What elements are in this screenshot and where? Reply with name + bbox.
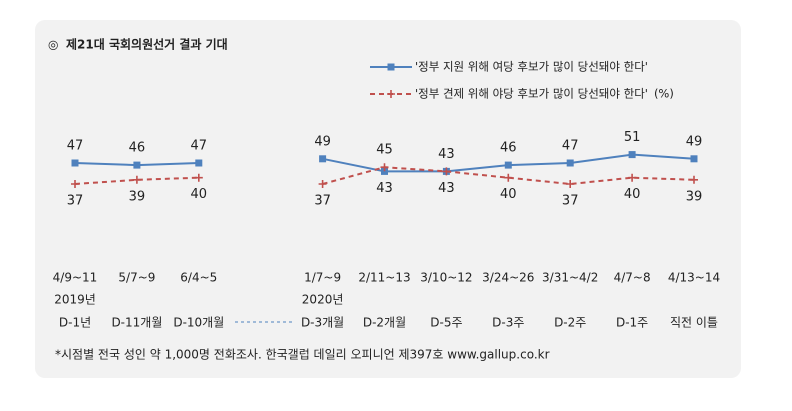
data-label: 45 (376, 143, 393, 158)
data-label: 46 (129, 141, 146, 156)
period-label: D-5주 (430, 316, 462, 330)
marker (71, 159, 79, 167)
marker (194, 173, 203, 182)
x-tick-label: 3/10~12 (420, 271, 472, 285)
data-label: 37 (314, 194, 331, 209)
card (35, 20, 741, 378)
period-label: D-2주 (554, 316, 586, 330)
period-label: D-3주 (492, 316, 524, 330)
x-tick-label: 4/13~14 (668, 271, 720, 285)
marker (628, 173, 637, 182)
marker (690, 155, 698, 163)
x-tick-label: 5/7~9 (118, 271, 155, 285)
data-label: 40 (624, 187, 641, 202)
period-label: D-2개월 (363, 316, 406, 330)
marker (442, 167, 451, 176)
x-tick-label: 4/7~8 (614, 271, 651, 285)
data-label: 49 (686, 134, 703, 149)
marker (690, 175, 698, 184)
data-label: 40 (191, 187, 208, 202)
note: *시점별 전국 성인 약 1,000명 전화조사. 한국갤럽 데일리 오피니언 … (55, 347, 550, 362)
period-label: D-10개월 (173, 316, 224, 330)
marker (628, 151, 636, 159)
marker (195, 159, 203, 167)
period-label: D-1년 (59, 316, 91, 330)
legend-marker (387, 63, 395, 71)
x-tick-label: 2/11~13 (358, 271, 410, 285)
data-label: 47 (67, 139, 84, 154)
data-label: 49 (314, 134, 331, 149)
title-icon: ◎ (48, 38, 58, 52)
marker (566, 180, 575, 188)
data-label: 37 (562, 194, 579, 209)
data-label: 47 (562, 139, 579, 154)
data-label: 43 (438, 147, 455, 162)
data-label: 43 (438, 181, 455, 196)
year-label: 2019년 (54, 293, 96, 307)
legend-marker (387, 90, 395, 98)
marker (566, 159, 574, 167)
x-tick-label: 1/7~9 (304, 271, 341, 285)
data-label: 43 (376, 181, 393, 196)
period-label: 직전 이틀 (670, 316, 718, 330)
data-label: 37 (67, 194, 84, 209)
year-label: 2020년 (302, 293, 344, 307)
marker (504, 173, 513, 182)
data-label: 39 (129, 189, 146, 204)
legend-label: '정부 지원 위해 여당 후보가 많이 당선돼야 한다' (415, 60, 648, 74)
data-label: 40 (500, 187, 517, 202)
marker (504, 161, 512, 169)
legend-label: '정부 견제 위해 야당 후보가 많이 당선돼야 한다' (415, 87, 648, 101)
x-tick-label: 3/24~26 (482, 271, 534, 285)
unit-label: (%) (654, 87, 674, 101)
data-label: 47 (191, 139, 208, 154)
x-tick-label: 3/31~4/2 (542, 271, 598, 285)
marker (318, 180, 327, 188)
chart-title: 제21대 국회의원선거 결과 기대 (66, 37, 228, 52)
marker (381, 167, 388, 175)
marker (132, 175, 141, 184)
x-tick-label: 6/4~5 (180, 271, 217, 285)
marker (319, 155, 327, 163)
marker (380, 163, 389, 172)
marker (71, 180, 79, 188)
period-label: D-11개월 (111, 316, 162, 330)
period-label: D-3개월 (301, 316, 344, 330)
series-line (74, 176, 199, 185)
marker (133, 161, 141, 169)
data-label: 39 (686, 189, 703, 204)
data-label: 46 (500, 141, 517, 156)
period-label: D-1주 (616, 316, 648, 330)
x-tick-label: 4/9~11 (53, 271, 98, 285)
data-label: 51 (624, 130, 641, 145)
